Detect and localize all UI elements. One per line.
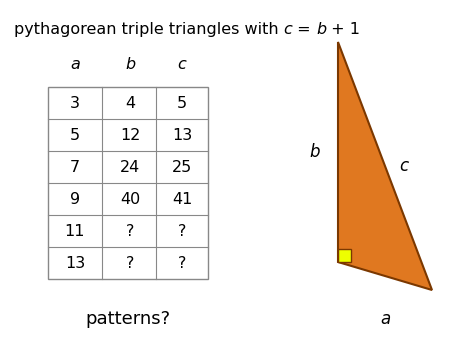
Text: c: c <box>284 22 292 37</box>
Text: pythagorean triple triangles with: pythagorean triple triangles with <box>14 22 284 37</box>
Text: =: = <box>292 22 316 37</box>
Text: b: b <box>310 143 320 161</box>
Text: 9: 9 <box>70 191 80 207</box>
Text: 5: 5 <box>177 95 187 110</box>
Text: 12: 12 <box>120 127 140 142</box>
Text: 3: 3 <box>70 95 80 110</box>
Text: 11: 11 <box>65 224 85 239</box>
Text: a: a <box>70 57 80 72</box>
Text: ?: ? <box>126 256 134 271</box>
Text: patterns?: patterns? <box>85 310 171 328</box>
Bar <box>48 87 208 279</box>
Text: ?: ? <box>126 224 134 239</box>
Text: 7: 7 <box>70 159 80 175</box>
Text: 13: 13 <box>65 256 85 271</box>
Text: ?: ? <box>178 256 186 271</box>
Polygon shape <box>338 42 432 290</box>
Text: 5: 5 <box>70 127 80 142</box>
Text: 4: 4 <box>125 95 135 110</box>
Text: 13: 13 <box>172 127 192 142</box>
Text: c: c <box>399 157 408 175</box>
Text: ?: ? <box>178 224 186 239</box>
Text: b: b <box>316 22 327 37</box>
Text: + 1: + 1 <box>327 22 360 37</box>
Bar <box>338 249 351 262</box>
Text: 24: 24 <box>120 159 140 175</box>
Text: c: c <box>178 57 186 72</box>
Text: 40: 40 <box>120 191 140 207</box>
Text: 25: 25 <box>172 159 192 175</box>
Text: a: a <box>380 310 390 328</box>
Text: b: b <box>125 57 135 72</box>
Text: 41: 41 <box>172 191 192 207</box>
